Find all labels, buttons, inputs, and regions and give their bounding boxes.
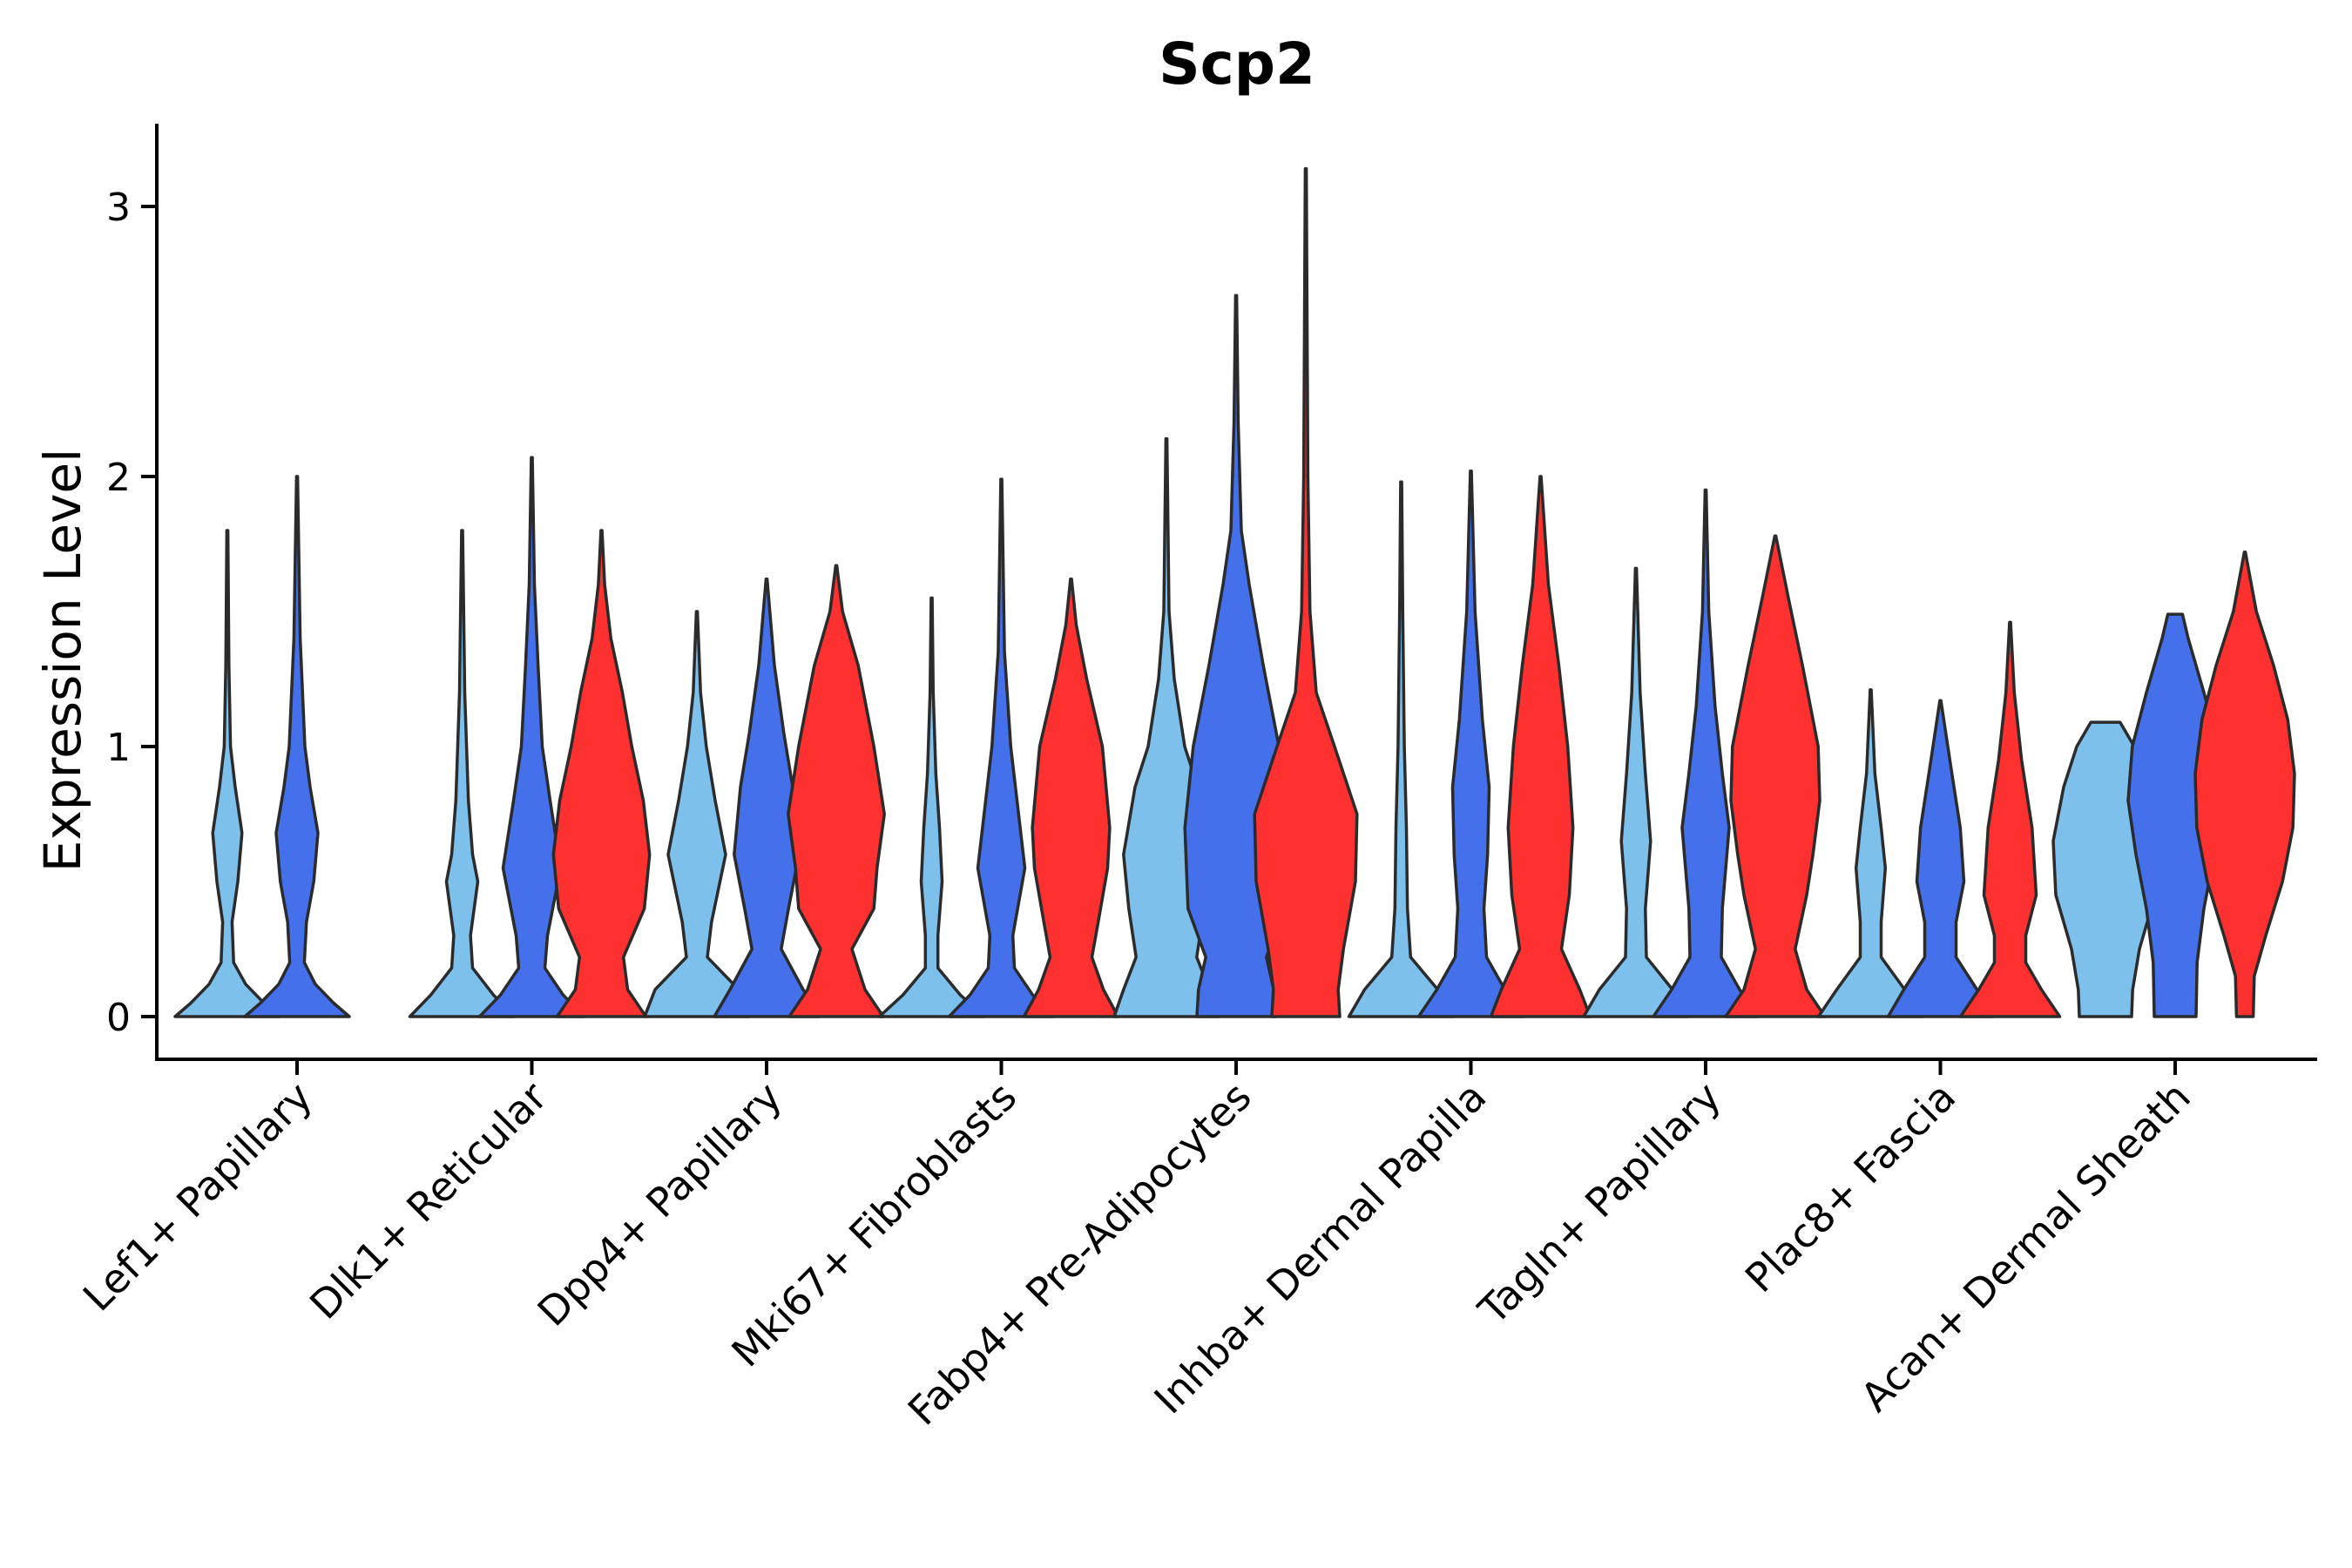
violin-2-group-3 <box>787 564 886 1018</box>
violin-1-group-3 <box>551 529 652 1018</box>
violin-6-group-3 <box>1724 534 1827 1018</box>
violin-group <box>173 166 2296 1018</box>
x-category-label: Dlk1+ Reticular <box>301 1073 556 1328</box>
violin-5-group-1 <box>1347 480 1456 1018</box>
violin-5-group-3 <box>1489 475 1592 1018</box>
chart-title: Scp2 <box>1159 30 1315 98</box>
violin-7-group-3 <box>1958 620 2062 1018</box>
violin-3-group-3 <box>1022 578 1120 1018</box>
violin-8-group-3 <box>2193 551 2296 1018</box>
y-tick-label: 0 <box>106 996 131 1040</box>
violin-6-group-1 <box>1582 566 1690 1018</box>
violin-0-group-2 <box>243 475 351 1018</box>
violin-4-group-3 <box>1253 166 1359 1018</box>
violin-3-group-1 <box>877 596 986 1018</box>
violin-7-group-1 <box>1816 688 1925 1018</box>
violin-5-group-2 <box>1416 470 1525 1018</box>
violin-3-group-2 <box>947 477 1056 1018</box>
y-tick-label: 3 <box>106 186 131 230</box>
x-category-label: Dpp4+ Papillary <box>529 1073 791 1335</box>
violin-6-group-2 <box>1652 488 1760 1018</box>
violin-1-group-1 <box>408 529 517 1018</box>
violin-2-group-1 <box>643 610 751 1018</box>
y-tick-label: 1 <box>106 726 131 770</box>
violin-2-group-2 <box>713 578 821 1018</box>
x-category-label: Tagln+ Papillary <box>1469 1073 1730 1335</box>
x-category-label: Plac8+ Fascia <box>1736 1073 1964 1301</box>
x-category-label: Lef1+ Papillary <box>74 1073 321 1321</box>
y-tick-label: 2 <box>106 456 131 500</box>
violin-0-group-1 <box>173 529 281 1018</box>
y-axis-label: Expression Level <box>33 449 92 872</box>
y-axis-ticks: 0 1 2 3 <box>106 186 157 1040</box>
violin-7-group-2 <box>1886 699 1995 1018</box>
